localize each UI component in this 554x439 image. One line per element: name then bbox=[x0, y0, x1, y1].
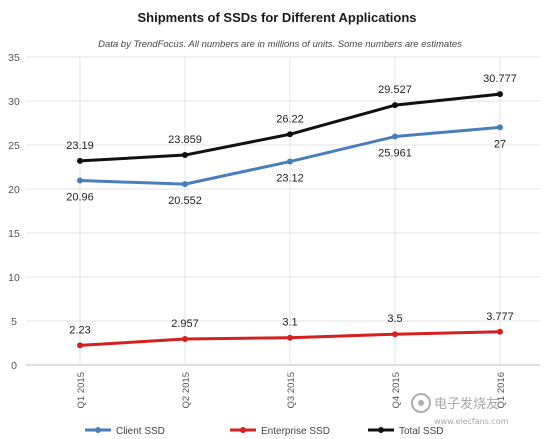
y-tick-label: 5 bbox=[11, 316, 17, 328]
data-point bbox=[497, 124, 503, 131]
x-tick-label: Q4 2015 bbox=[391, 372, 402, 408]
data-point bbox=[182, 181, 188, 188]
data-point bbox=[287, 158, 293, 165]
data-label: 3.777 bbox=[486, 311, 514, 323]
data-label: 23.859 bbox=[168, 134, 202, 146]
data-point bbox=[77, 177, 83, 184]
data-label: 23.19 bbox=[66, 140, 94, 152]
data-point bbox=[497, 91, 503, 98]
legend-label: Client SSD bbox=[116, 426, 165, 437]
data-point bbox=[287, 131, 293, 138]
data-label: 20.96 bbox=[66, 192, 94, 204]
grid-layer bbox=[26, 56, 540, 366]
legend-marker bbox=[95, 427, 101, 433]
y-tick-label: 15 bbox=[8, 228, 20, 240]
y-tick-label: 35 bbox=[8, 52, 20, 64]
y-axis-ticks: 0 5 10 15 20 25 30 35 bbox=[8, 52, 20, 372]
data-point bbox=[497, 328, 503, 335]
data-label: 2.23 bbox=[69, 324, 90, 336]
chart-subtitle: Data by TrendFocus. All numbers are in m… bbox=[98, 39, 462, 50]
data-point bbox=[287, 334, 293, 341]
x-axis-ticks: Q1 2015 Q2 2015 Q3 2015 Q4 2015 Q1 2016 bbox=[76, 372, 507, 408]
data-label: 30.777 bbox=[483, 73, 517, 85]
legend-label: Total SSD bbox=[399, 426, 443, 437]
data-label: 3.1 bbox=[282, 317, 297, 329]
data-label: 29.527 bbox=[378, 84, 412, 96]
data-label: 26.22 bbox=[276, 113, 304, 125]
x-tick-label: Q2 2015 bbox=[181, 372, 192, 408]
data-label: 27 bbox=[494, 138, 506, 150]
watermark-logo: 电子发烧友 www.elecfans.com bbox=[411, 393, 509, 426]
data-point bbox=[392, 331, 398, 338]
legend-marker bbox=[240, 427, 246, 433]
data-label: 2.957 bbox=[171, 318, 199, 330]
data-point bbox=[392, 133, 398, 140]
data-label: 25.961 bbox=[378, 148, 412, 160]
data-labels: 20.96 20.552 23.12 25.961 27 2.23 2.957 3.1 3.5 3… bbox=[66, 73, 517, 336]
x-tick-label: Q1 2015 bbox=[76, 372, 87, 408]
data-label: 23.12 bbox=[276, 173, 304, 185]
data-point bbox=[77, 342, 83, 349]
watermark-text: 电子发烧友 bbox=[434, 396, 499, 412]
series-layer bbox=[77, 91, 503, 349]
x-tick-label: Q1 2016 bbox=[496, 372, 507, 408]
chart-title: Shipments of SSDs for Different Applicat… bbox=[137, 10, 416, 25]
x-tick-label: Q3 2015 bbox=[286, 372, 297, 408]
data-point bbox=[182, 152, 188, 159]
data-point bbox=[392, 102, 398, 109]
data-point bbox=[77, 157, 83, 164]
y-tick-label: 25 bbox=[8, 140, 20, 152]
y-tick-label: 30 bbox=[8, 96, 20, 108]
data-point bbox=[182, 335, 188, 342]
legend: Client SSD Enterprise SSD Total SSD bbox=[85, 426, 443, 437]
data-label: 3.5 bbox=[387, 313, 402, 325]
data-label: 20.552 bbox=[168, 195, 202, 207]
watermark-url: www.elecfans.com bbox=[434, 417, 509, 426]
y-tick-label: 10 bbox=[8, 272, 20, 284]
y-tick-label: 20 bbox=[8, 184, 20, 196]
legend-marker bbox=[378, 427, 384, 433]
legend-label: Enterprise SSD bbox=[261, 426, 330, 437]
y-tick-label: 0 bbox=[11, 360, 17, 372]
